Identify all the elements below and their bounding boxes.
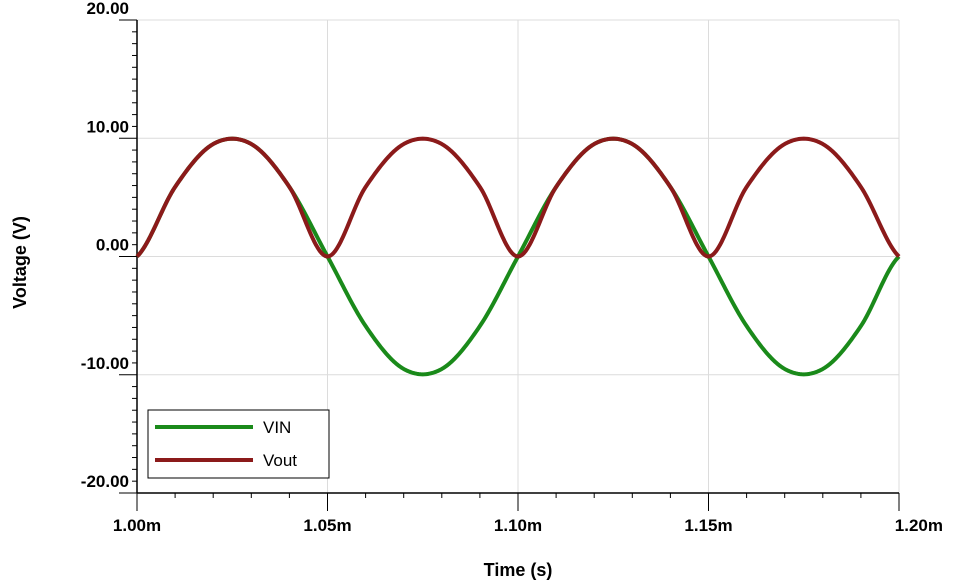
y-axis-title: Voltage (V) xyxy=(10,216,30,309)
y-tick-label: 0.00 xyxy=(96,236,129,255)
legend-label-vin: VIN xyxy=(263,418,291,437)
series-layer xyxy=(135,136,901,377)
y-tick-label: 10.00 xyxy=(86,117,129,136)
x-tick-label: 1.20m xyxy=(895,516,943,535)
series-line-vout xyxy=(135,136,901,259)
x-tick-label: 1.05m xyxy=(303,516,351,535)
y-tick-label: -20.00 xyxy=(81,472,129,491)
x-tick-label: 1.15m xyxy=(684,516,732,535)
legend-box xyxy=(147,409,330,479)
legend-label-vout: Vout xyxy=(263,451,297,470)
x-axis-title: Time (s) xyxy=(484,560,553,580)
x-tick-label: 1.00m xyxy=(113,516,161,535)
legend: VIN Vout xyxy=(147,409,330,479)
y-axis-ticks: -20.00 -10.00 0.00 10.00 20.00 xyxy=(81,0,137,494)
y-tick-label: 20.00 xyxy=(86,0,129,18)
x-axis-ticks: 1.00m 1.05m 1.10m 1.15m 1.20m xyxy=(113,493,943,535)
y-tick-label: -10.00 xyxy=(81,354,129,373)
x-tick-label: 1.10m xyxy=(494,516,542,535)
